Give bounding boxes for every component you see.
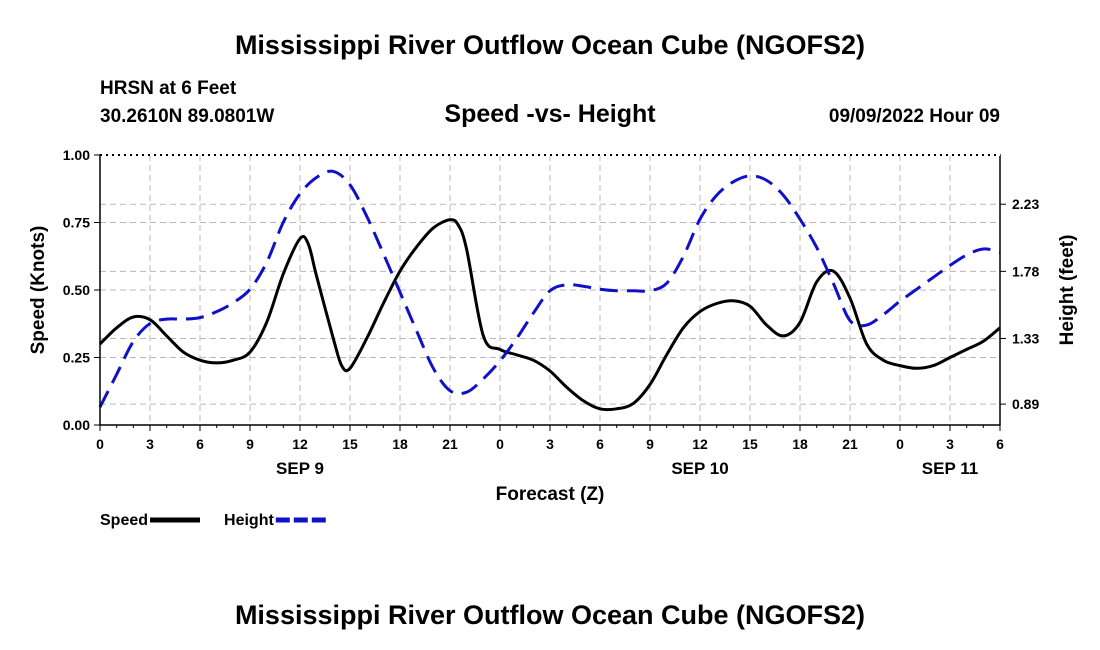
speed-series-line <box>98 218 1001 412</box>
station-coordinates: 30.2610N 89.0801W <box>100 106 275 127</box>
next-chart-title: Mississippi River Outflow Ocean Cube (NG… <box>234 600 866 630</box>
y-tick-label: 0.00 <box>63 417 90 433</box>
chart-subtitle: Speed -vs- Height <box>444 100 656 128</box>
station-label: HRSN at 6 Feet <box>100 78 237 99</box>
y-tick-label: 1.00 <box>63 147 90 163</box>
day-label: SEP 9 <box>276 459 324 478</box>
x-tick-label: 0 <box>896 436 904 452</box>
x-tick-label: 12 <box>692 436 708 452</box>
day-label: SEP 10 <box>671 459 728 478</box>
y-tick-label: 0.75 <box>63 215 90 231</box>
x-tick-label: 3 <box>546 436 554 452</box>
x-tick-label: 9 <box>246 436 254 452</box>
y-tick-label: 0.50 <box>63 282 90 298</box>
x-tick-label: 3 <box>146 436 154 452</box>
x-tick-label: 15 <box>742 436 758 452</box>
x-tick-label: 0 <box>496 436 504 452</box>
x-tick-label: 21 <box>842 436 858 452</box>
x-tick-label: 6 <box>196 436 204 452</box>
series-layer <box>98 169 1001 412</box>
x-tick-label: 0 <box>96 436 104 452</box>
y2-tick-label: 0.89 <box>1012 396 1039 412</box>
chart-main-title: Mississippi River Outflow Ocean Cube (NG… <box>234 30 866 60</box>
tick-layer: 0 3 6 9 12 15 18 21 0 3 6 9 12 15 18 21 0 3 6 0.00 0.25 0.50 0… <box>63 147 1040 478</box>
legend-label-speed: Speed <box>100 512 148 529</box>
y2-axis-title: Height (feet) <box>1057 235 1078 346</box>
y-axis-title: Speed (Knots) <box>28 226 49 355</box>
x-tick-label: 21 <box>442 436 458 452</box>
legend-label-height: Height <box>224 512 274 529</box>
y2-tick-label: 1.78 <box>1012 263 1039 279</box>
forecast-datestamp: 09/09/2022 Hour 09 <box>828 106 1000 127</box>
y-tick-label: 0.25 <box>63 350 90 366</box>
day-label: SEP 11 <box>922 459 978 478</box>
x-tick-label: 6 <box>596 436 604 452</box>
height-series-line <box>98 169 1001 408</box>
x-tick-label: 18 <box>792 436 808 452</box>
x-tick-label: 12 <box>292 436 308 452</box>
legend: Speed Height <box>100 512 326 529</box>
x-tick-label: 3 <box>946 436 954 452</box>
x-axis-title: Forecast (Z) <box>496 484 605 505</box>
x-tick-label: 15 <box>342 436 358 452</box>
y2-tick-label: 2.23 <box>1012 196 1039 212</box>
y2-tick-label: 1.33 <box>1012 330 1039 346</box>
x-tick-label: 18 <box>392 436 408 452</box>
x-tick-label: 6 <box>996 436 1004 452</box>
x-tick-label: 9 <box>646 436 654 452</box>
